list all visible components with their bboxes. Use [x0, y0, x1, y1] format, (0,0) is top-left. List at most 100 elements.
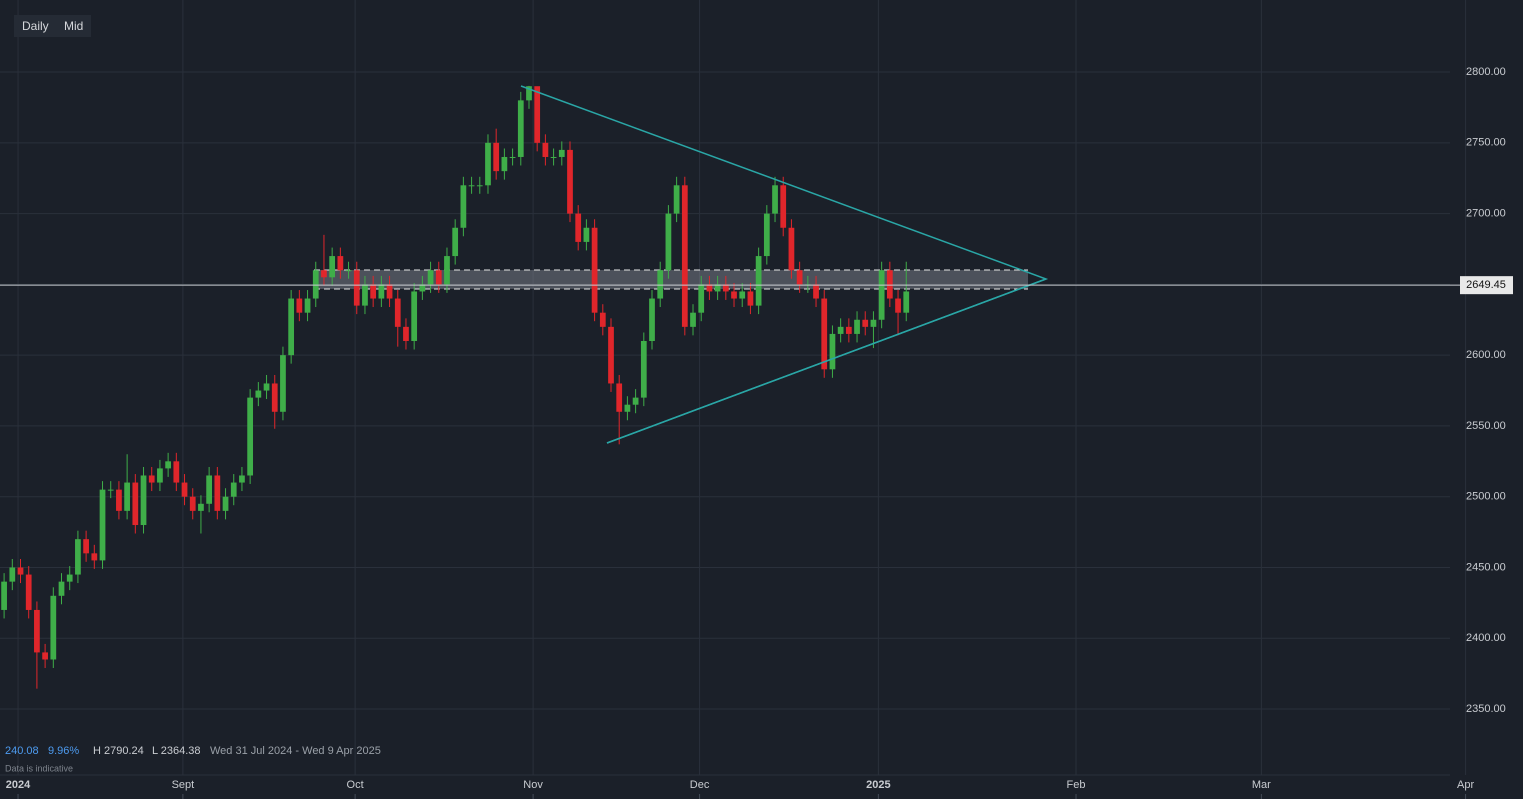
candle-body: [714, 284, 721, 292]
candle-body: [427, 270, 434, 285]
x-tick-label: 2024: [6, 779, 31, 791]
y-tick-label: 2700.00: [1466, 208, 1506, 220]
candle-body: [632, 397, 639, 405]
candle-body: [862, 319, 869, 327]
candle-body: [665, 213, 672, 271]
x-tick-label: Mar: [1252, 779, 1271, 791]
candle-body: [353, 270, 360, 306]
candle-body: [509, 156, 516, 158]
candle-body: [42, 652, 48, 660]
candle-body: [345, 270, 352, 272]
candle-body: [501, 156, 508, 172]
candle-body: [452, 227, 459, 257]
y-tick-label: 2450.00: [1466, 561, 1506, 573]
candle-body: [419, 284, 426, 292]
candle-body: [772, 185, 778, 214]
candle-body: [485, 142, 491, 186]
candle-body: [755, 256, 762, 306]
candle-body: [263, 383, 270, 391]
candle-body: [895, 298, 901, 313]
candle-body: [813, 284, 819, 299]
candle-body: [878, 270, 885, 320]
candle-body: [403, 326, 409, 341]
y-tick-label: 2350.00: [1466, 703, 1506, 715]
candle-body: [9, 567, 16, 582]
candle-body: [116, 489, 122, 511]
candle-body: [214, 475, 221, 511]
candle-body: [640, 341, 647, 398]
candle-body: [83, 539, 89, 554]
candle-body: [583, 227, 590, 242]
y-tick-label: 2400.00: [1466, 632, 1506, 644]
x-tick-label: 2025: [866, 779, 890, 791]
candle-body: [25, 574, 32, 610]
x-tick-label: Feb: [1067, 779, 1086, 791]
interval-button[interactable]: Daily: [14, 15, 57, 37]
candle-body: [91, 553, 98, 561]
triangle-pattern: [520, 85, 1049, 444]
candle-body: [173, 461, 180, 483]
candle-body: [558, 149, 565, 157]
candle-body: [222, 496, 229, 511]
candle-body: [386, 284, 393, 299]
candle-body: [526, 86, 532, 101]
candle-body: [731, 291, 737, 299]
date-range: Wed 31 Jul 2024 - Wed 9 Apr 2025: [210, 745, 381, 757]
candle-body: [673, 185, 680, 214]
candle-body: [239, 475, 245, 483]
candle-body: [271, 383, 278, 412]
y-tick-label: 2550.00: [1466, 420, 1506, 432]
change: 240.08: [5, 745, 39, 757]
candle-body: [468, 185, 475, 187]
candle-body: [649, 298, 655, 341]
candle-body: [75, 539, 81, 575]
candle-body: [132, 482, 139, 526]
candle-body: [796, 270, 803, 285]
change-pct: 9.96%: [48, 745, 79, 757]
candle-body: [534, 86, 541, 143]
candle-body: [722, 284, 729, 292]
candle-body: [370, 284, 377, 299]
candle-body: [780, 185, 787, 228]
candle-body: [255, 390, 262, 398]
candle-body: [230, 482, 237, 497]
candle-body: [476, 185, 483, 187]
x-tick-label: Oct: [347, 779, 364, 791]
candle-body: [411, 291, 418, 341]
candle-body: [107, 489, 114, 491]
candle-body: [198, 503, 204, 511]
candle-body: [739, 291, 746, 299]
candle-body: [591, 227, 598, 313]
candle-body: [575, 213, 582, 242]
candle-body: [34, 609, 40, 653]
candle-body: [304, 298, 311, 313]
candle-body: [378, 284, 385, 299]
candle-body: [837, 326, 844, 334]
candle-body: [616, 383, 623, 412]
candle-body: [608, 326, 614, 384]
candle-body: [17, 567, 24, 575]
candle-body: [362, 284, 368, 306]
candle-body: [329, 256, 336, 278]
candle-body: [550, 156, 557, 158]
y-tick-label: 2500.00: [1466, 491, 1506, 503]
price-type-button[interactable]: Mid: [56, 15, 92, 37]
period-high: H 2790.24: [93, 745, 144, 757]
candle-body: [690, 312, 696, 327]
candle-body: [567, 149, 573, 214]
candle-body: [50, 595, 57, 660]
candle-body: [181, 482, 188, 497]
candle-body: [157, 468, 163, 483]
candle-body: [870, 319, 877, 327]
candle-body: [624, 404, 631, 412]
candle-body: [140, 475, 147, 526]
candle-body: [296, 298, 303, 313]
y-tick-label: 2600.00: [1466, 349, 1506, 361]
candle-body: [1, 581, 7, 610]
x-tick-label: Dec: [690, 779, 710, 791]
candle-body: [681, 185, 688, 327]
y-tick-label: 2750.00: [1466, 137, 1506, 149]
candle-body: [460, 185, 467, 228]
